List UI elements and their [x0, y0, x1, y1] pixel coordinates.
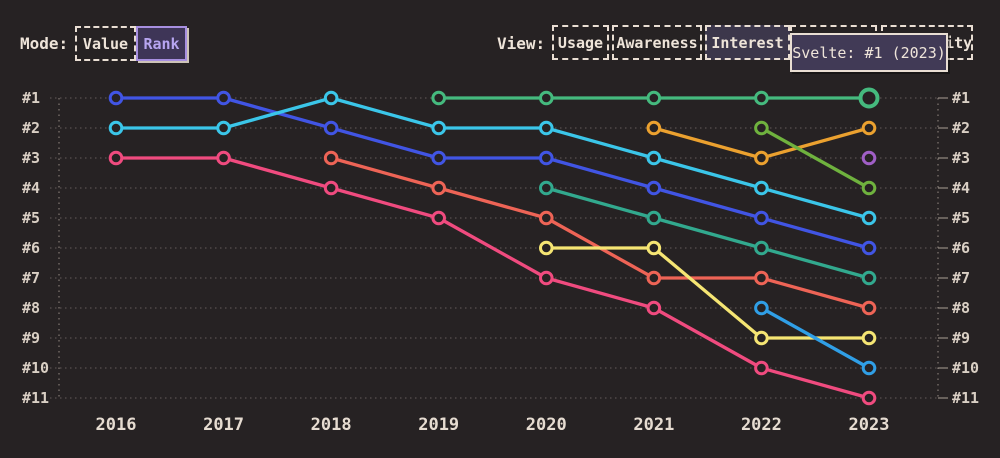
- data-point-teal[interactable]: [754, 240, 769, 256]
- data-point-salmon[interactable]: [431, 180, 447, 196]
- rank-label-right: #5: [952, 209, 970, 227]
- data-point-blue[interactable]: [216, 90, 231, 106]
- data-point-olive[interactable]: [754, 120, 769, 136]
- data-point-blue[interactable]: [108, 90, 124, 106]
- view-awareness-button[interactable]: Awareness: [612, 25, 702, 60]
- mode-value-button[interactable]: Value: [75, 26, 136, 61]
- mode-rank-button[interactable]: Rank: [136, 26, 187, 61]
- rank-label-left: #10: [22, 359, 49, 377]
- data-point-teal[interactable]: [646, 210, 662, 226]
- mode-label: Mode:: [20, 34, 69, 53]
- rank-label-right: #10: [952, 359, 979, 377]
- rank-label-right: #4: [952, 179, 970, 197]
- data-point-blue[interactable]: [754, 210, 769, 226]
- data-point-lightblue[interactable]: [754, 300, 769, 316]
- data-point-lightblue[interactable]: [861, 360, 877, 376]
- rank-line-salmon: [329, 156, 871, 310]
- data-point-Svelte[interactable]: [431, 90, 447, 106]
- chart-tooltip: Svelte: #1 (2023): [790, 33, 948, 72]
- data-point-cyan[interactable]: [323, 90, 339, 106]
- year-label: 2017: [203, 415, 244, 435]
- view-interest-button[interactable]: Interest: [705, 25, 790, 60]
- data-point-blue[interactable]: [323, 120, 339, 136]
- rank-label-left: #9: [22, 329, 40, 347]
- rank-label-left: #2: [22, 119, 40, 137]
- data-point-Svelte[interactable]: [754, 90, 769, 106]
- year-label: 2022: [741, 415, 782, 435]
- data-point-blue[interactable]: [861, 240, 877, 256]
- data-point-yellow[interactable]: [646, 240, 662, 256]
- highlighted-data-point-Svelte[interactable]: [858, 87, 880, 109]
- data-point-teal[interactable]: [538, 180, 554, 196]
- rank-label-left: #1: [22, 89, 40, 107]
- rank-label-left: #11: [22, 389, 49, 407]
- rank-label-right: #9: [952, 329, 970, 347]
- data-point-salmon[interactable]: [323, 150, 339, 166]
- rank-label-right: #6: [952, 239, 970, 257]
- data-point-teal[interactable]: [861, 270, 877, 286]
- rank-label-left: #8: [22, 299, 40, 317]
- data-point-olive[interactable]: [861, 180, 877, 196]
- data-point-cyan[interactable]: [431, 120, 447, 136]
- data-point-yellow[interactable]: [754, 330, 769, 346]
- rank-label-left: #6: [22, 239, 40, 257]
- data-point-cyan[interactable]: [861, 210, 877, 226]
- view-usage-button[interactable]: Usage: [552, 25, 609, 60]
- rank-label-right: #8: [952, 299, 970, 317]
- data-point-blue[interactable]: [646, 180, 662, 196]
- data-point-blue[interactable]: [538, 150, 554, 166]
- data-point-pink[interactable]: [754, 360, 769, 376]
- view-label: View:: [497, 34, 546, 53]
- rank-label-left: #7: [22, 269, 40, 287]
- year-label: 2023: [849, 415, 890, 435]
- data-point-orange[interactable]: [754, 150, 769, 166]
- rank-line-teal: [544, 186, 871, 280]
- data-point-pink[interactable]: [861, 390, 877, 406]
- rank-label-left: #5: [22, 209, 40, 227]
- data-point-salmon[interactable]: [538, 210, 554, 226]
- rank-label-right: #7: [952, 269, 970, 287]
- rank-line-lightblue: [759, 306, 871, 370]
- rank-line-pink: [114, 156, 871, 400]
- data-point-pink[interactable]: [538, 270, 554, 286]
- tooltip-text: Svelte: #1 (2023): [792, 43, 946, 62]
- data-point-pink[interactable]: [431, 210, 447, 226]
- year-label: 2019: [418, 415, 459, 435]
- data-point-yellow[interactable]: [538, 240, 554, 256]
- rank-label-left: #3: [22, 149, 40, 167]
- rank-line-cyan: [114, 96, 871, 220]
- data-point-blue[interactable]: [431, 150, 447, 166]
- data-point-Svelte[interactable]: [646, 90, 662, 106]
- year-label: 2020: [526, 415, 567, 435]
- data-point-Svelte[interactable]: [538, 90, 554, 106]
- data-point-pink[interactable]: [216, 150, 231, 166]
- year-label: 2021: [633, 415, 674, 435]
- data-point-purple[interactable]: [861, 150, 877, 166]
- data-point-pink[interactable]: [108, 150, 124, 166]
- rank-line-blue: [114, 96, 871, 250]
- rank-label-right: #2: [952, 119, 970, 137]
- data-point-orange[interactable]: [646, 120, 662, 136]
- data-point-salmon[interactable]: [861, 300, 877, 316]
- data-point-cyan[interactable]: [754, 180, 769, 196]
- data-point-yellow[interactable]: [861, 330, 877, 346]
- data-point-pink[interactable]: [646, 300, 662, 316]
- data-point-pink[interactable]: [323, 180, 339, 196]
- year-label: 2016: [96, 415, 137, 435]
- rank-label-right: #11: [952, 389, 979, 407]
- rank-label-right: #1: [952, 89, 970, 107]
- data-point-cyan[interactable]: [538, 120, 554, 136]
- data-point-cyan[interactable]: [646, 150, 662, 166]
- rank-label-left: #4: [22, 179, 40, 197]
- data-point-salmon[interactable]: [646, 270, 662, 286]
- rank-label-right: #3: [952, 149, 970, 167]
- data-point-salmon[interactable]: [754, 270, 769, 286]
- rank-line-olive: [759, 126, 871, 190]
- year-label: 2018: [311, 415, 352, 435]
- data-point-orange[interactable]: [861, 120, 877, 136]
- data-point-cyan[interactable]: [108, 120, 124, 136]
- data-point-cyan[interactable]: [216, 120, 231, 136]
